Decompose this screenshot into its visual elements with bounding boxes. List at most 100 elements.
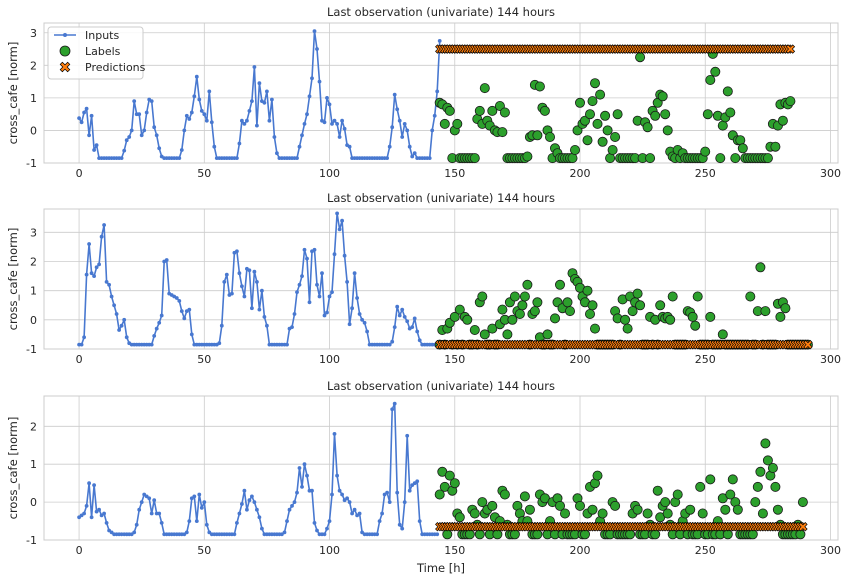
y-tick-label: 0 — [30, 314, 37, 327]
input-point — [385, 490, 389, 495]
label-point — [575, 500, 586, 511]
label-point — [529, 306, 540, 317]
label-point — [660, 109, 671, 120]
label-point — [767, 462, 778, 473]
label-point — [752, 481, 763, 492]
input-point — [347, 322, 352, 327]
input-point — [87, 133, 91, 138]
input-point — [330, 290, 334, 294]
input-point — [392, 325, 397, 329]
input-point — [340, 218, 344, 223]
input-point — [247, 109, 252, 113]
input-point — [219, 323, 224, 328]
input-point — [109, 294, 114, 299]
input-point — [117, 328, 121, 332]
label-point — [582, 135, 593, 146]
label-point — [452, 118, 463, 129]
label-point — [454, 512, 465, 523]
input-point — [300, 485, 304, 489]
input-point — [385, 342, 389, 347]
label-point — [587, 504, 598, 515]
input-point — [395, 107, 400, 112]
input-point — [137, 507, 142, 512]
label-point — [597, 136, 608, 147]
input-point — [307, 300, 312, 305]
legend: Inputs Labels Predictions — [47, 26, 146, 80]
label-point — [585, 308, 596, 319]
label-point — [550, 313, 561, 324]
input-point — [235, 249, 239, 254]
plot-area — [43, 22, 839, 164]
legend-inputs-label: Inputs — [85, 29, 119, 42]
input-point — [335, 473, 339, 478]
y-tick-label: 1 — [30, 92, 37, 105]
input-point — [102, 511, 106, 516]
x-tick-label: 50 — [197, 167, 211, 180]
input-point — [272, 135, 277, 139]
input-point — [189, 332, 194, 337]
tick-labels: 0 50 100 150 200 250 300 -1 0 1 2 3 — [26, 27, 841, 180]
input-point — [307, 94, 312, 99]
x-tick-label: 0 — [76, 167, 83, 180]
input-point — [345, 280, 349, 284]
x-tick-label: 100 — [319, 544, 340, 557]
input-point — [312, 247, 317, 252]
input-point — [262, 315, 267, 319]
input-point — [187, 307, 192, 312]
label-point — [590, 78, 601, 89]
input-point — [337, 488, 342, 493]
input-point — [340, 492, 344, 497]
gridlines — [44, 23, 838, 164]
label-point — [772, 504, 783, 515]
input-point — [335, 211, 339, 216]
x-tick-label: 200 — [570, 544, 591, 557]
label-point — [722, 86, 733, 97]
legend-predictions-label: Predictions — [85, 61, 146, 74]
input-point — [189, 110, 194, 115]
y-tick-label: 2 — [30, 256, 37, 269]
input-point — [260, 526, 264, 531]
input-point — [187, 117, 192, 121]
input-point — [435, 532, 440, 537]
input-point — [312, 29, 317, 33]
label-point — [785, 96, 796, 107]
label-point — [642, 508, 653, 519]
subplot-title: Last observation (univariate) 144 hours — [327, 5, 555, 19]
input-point — [262, 100, 267, 105]
x-tick-label: 150 — [444, 353, 465, 366]
label-point — [439, 118, 450, 129]
label-point — [522, 279, 533, 290]
label-point — [622, 323, 633, 334]
label-point — [750, 497, 761, 508]
input-point — [257, 307, 262, 312]
label-point — [705, 474, 716, 485]
label-point — [697, 508, 708, 519]
input-point — [129, 128, 134, 133]
input-point — [184, 113, 189, 118]
input-point — [325, 526, 329, 531]
input-point — [330, 492, 334, 497]
label-point — [570, 144, 581, 155]
input-point — [407, 488, 412, 493]
input-point — [437, 39, 442, 43]
input-point — [387, 342, 392, 347]
input-point — [222, 280, 227, 284]
input-point — [94, 143, 99, 148]
x-tick-label: 0 — [76, 353, 83, 366]
input-point — [427, 156, 432, 161]
input-point — [412, 316, 417, 321]
input-point — [242, 122, 247, 126]
input-point — [417, 519, 422, 523]
subplot-title: Last observation (univariate) 144 hours — [327, 191, 555, 205]
input-point — [235, 521, 239, 525]
input-point — [325, 310, 329, 315]
input-point — [154, 133, 159, 138]
input-point — [332, 252, 337, 257]
label-point — [672, 489, 683, 500]
label-point — [662, 508, 673, 519]
input-point — [280, 156, 284, 161]
label-point — [695, 481, 706, 492]
input-point — [87, 481, 91, 486]
input-point — [184, 530, 189, 535]
series-layer — [77, 29, 796, 164]
